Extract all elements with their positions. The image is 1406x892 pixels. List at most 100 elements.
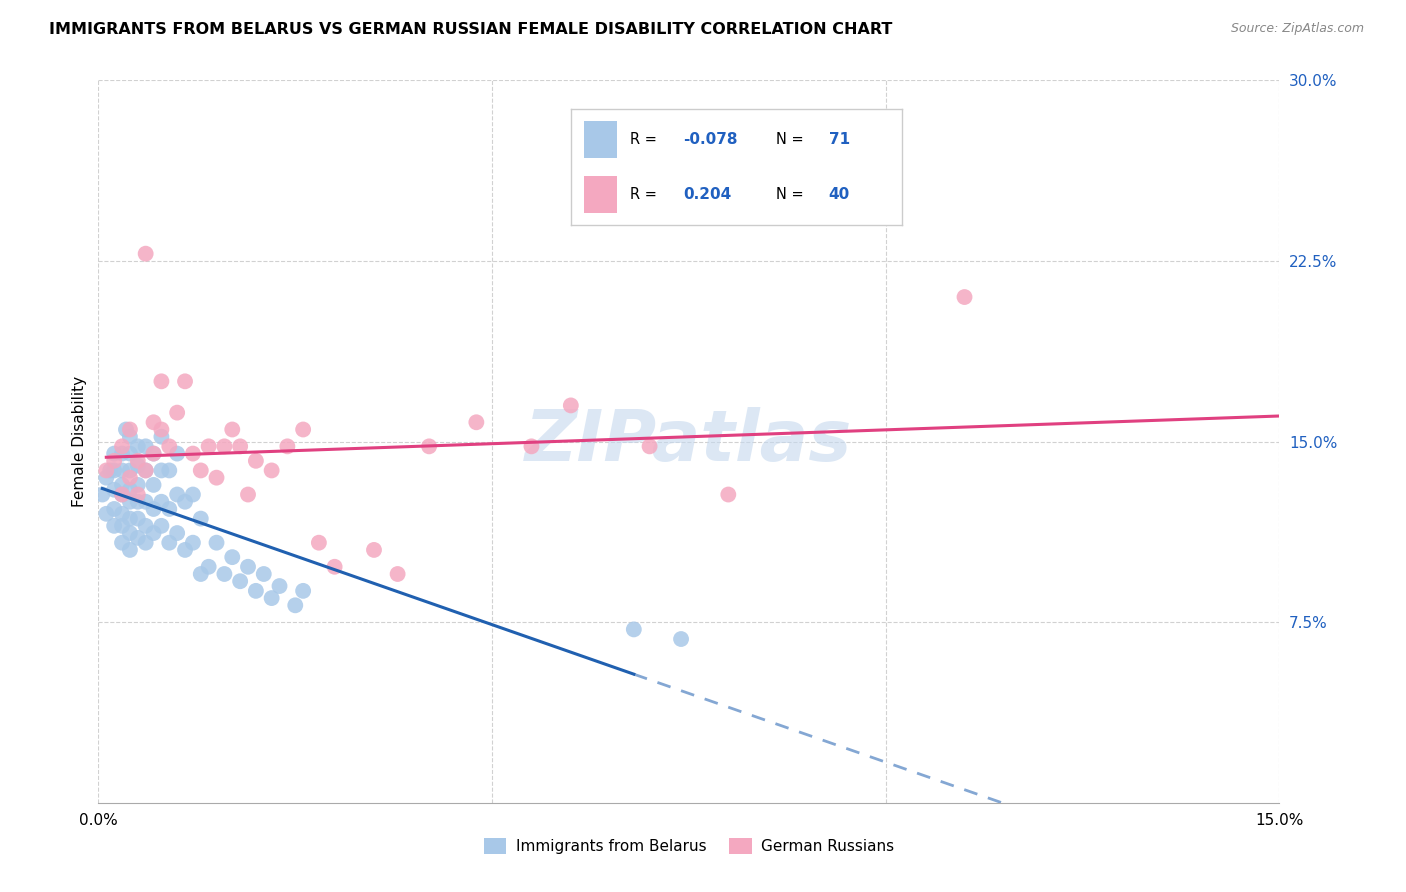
- Point: [96, 463, 118, 477]
- Text: ZIPatlas: ZIPatlas: [526, 407, 852, 476]
- Point: [157, 535, 180, 549]
- Point: [150, 374, 173, 388]
- Point: [166, 487, 188, 501]
- Point: [363, 542, 385, 557]
- Point: [157, 439, 180, 453]
- Point: [127, 478, 149, 492]
- Point: [181, 487, 204, 501]
- Point: [111, 463, 134, 477]
- Point: [953, 290, 976, 304]
- Legend: Immigrants from Belarus, German Russians: Immigrants from Belarus, German Russians: [478, 832, 900, 860]
- Point: [142, 446, 165, 460]
- Point: [127, 487, 149, 501]
- Point: [127, 439, 149, 453]
- Point: [229, 439, 252, 453]
- Point: [111, 535, 134, 549]
- Point: [260, 591, 283, 605]
- Point: [260, 463, 283, 477]
- Point: [127, 454, 149, 468]
- Point: [166, 526, 188, 541]
- Point: [118, 463, 141, 477]
- Point: [135, 463, 157, 477]
- Point: [103, 483, 125, 497]
- Point: [253, 567, 276, 582]
- Point: [181, 535, 204, 549]
- Point: [150, 422, 173, 436]
- Point: [98, 463, 121, 477]
- Point: [197, 439, 219, 453]
- Point: [118, 542, 141, 557]
- Point: [308, 535, 330, 549]
- Point: [197, 559, 219, 574]
- Point: [135, 494, 157, 508]
- Point: [174, 374, 197, 388]
- Point: [181, 446, 204, 460]
- Point: [205, 470, 228, 484]
- Point: [150, 494, 173, 508]
- Point: [150, 430, 173, 444]
- Point: [221, 422, 243, 436]
- Point: [174, 494, 197, 508]
- Point: [142, 502, 165, 516]
- Point: [118, 483, 141, 497]
- Point: [142, 478, 165, 492]
- Point: [135, 535, 157, 549]
- Y-axis label: Female Disability: Female Disability: [72, 376, 87, 508]
- Point: [323, 559, 346, 574]
- Point: [150, 518, 173, 533]
- Point: [142, 446, 165, 460]
- Point: [717, 487, 740, 501]
- Point: [96, 507, 118, 521]
- Point: [142, 415, 165, 429]
- Point: [96, 470, 118, 484]
- Point: [118, 526, 141, 541]
- Point: [292, 422, 315, 436]
- Point: [118, 430, 141, 444]
- Point: [135, 246, 157, 260]
- Point: [465, 415, 488, 429]
- Point: [638, 439, 661, 453]
- Point: [103, 454, 125, 468]
- Point: [269, 579, 291, 593]
- Point: [150, 463, 173, 477]
- Point: [111, 507, 134, 521]
- Point: [418, 439, 440, 453]
- Text: IMMIGRANTS FROM BELARUS VS GERMAN RUSSIAN FEMALE DISABILITY CORRELATION CHART: IMMIGRANTS FROM BELARUS VS GERMAN RUSSIA…: [49, 22, 893, 37]
- Point: [190, 511, 212, 525]
- Point: [111, 446, 134, 460]
- Point: [111, 478, 134, 492]
- Point: [127, 531, 149, 545]
- Point: [221, 550, 243, 565]
- Point: [111, 518, 134, 533]
- Point: [245, 454, 267, 468]
- Point: [118, 470, 141, 484]
- Point: [623, 623, 645, 637]
- Point: [91, 487, 114, 501]
- Point: [127, 458, 149, 473]
- Point: [236, 487, 259, 501]
- Point: [245, 583, 267, 598]
- Point: [236, 559, 259, 574]
- Point: [166, 446, 188, 460]
- Point: [214, 567, 236, 582]
- Point: [166, 406, 188, 420]
- Point: [111, 439, 134, 453]
- Point: [520, 439, 543, 453]
- Point: [118, 511, 141, 525]
- Point: [103, 518, 125, 533]
- Point: [115, 422, 138, 436]
- Point: [174, 542, 197, 557]
- Point: [118, 494, 141, 508]
- Point: [142, 526, 165, 541]
- Point: [103, 463, 125, 477]
- Point: [118, 446, 141, 460]
- Point: [669, 632, 692, 646]
- Point: [111, 487, 134, 501]
- Point: [205, 535, 228, 549]
- Point: [284, 599, 307, 613]
- Point: [135, 439, 157, 453]
- Text: Source: ZipAtlas.com: Source: ZipAtlas.com: [1230, 22, 1364, 36]
- Point: [190, 567, 212, 582]
- Point: [118, 422, 141, 436]
- Point: [127, 511, 149, 525]
